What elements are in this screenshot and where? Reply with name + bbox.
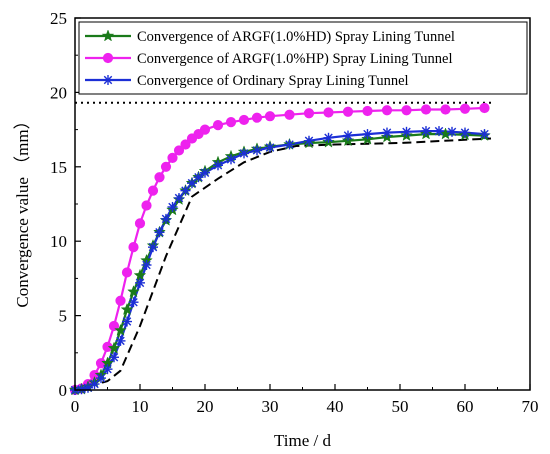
data-point-asterisk: [252, 145, 262, 156]
x-tick-label: 10: [132, 397, 149, 416]
data-point-asterisk: [141, 260, 152, 271]
data-point-asterisk: [122, 316, 132, 327]
data-point-circle: [381, 105, 393, 116]
data-point-asterisk: [460, 127, 470, 138]
data-point-circle: [225, 117, 237, 128]
data-point-circle: [121, 267, 133, 278]
data-point-asterisk: [304, 135, 314, 146]
data-point-asterisk: [167, 201, 178, 212]
data-point-asterisk: [447, 126, 457, 137]
legend-label: Convergence of Ordinary Spray Lining Tun…: [137, 73, 409, 89]
data-point-circle: [115, 295, 126, 306]
x-tick-label: 30: [262, 397, 279, 416]
data-point-circle: [128, 242, 139, 253]
series-line: [74, 133, 485, 392]
y-tick-label: 15: [50, 158, 67, 177]
y-tick-label: 20: [50, 83, 67, 102]
data-point-asterisk: [102, 364, 113, 375]
data-point-star: [114, 323, 127, 336]
axes: 0 10 20 30 40 50 60 70 0 5 10 15 20 25: [50, 9, 539, 416]
data-point-asterisk: [200, 167, 210, 178]
x-tick-label: 20: [197, 397, 214, 416]
data-point-circle: [440, 104, 451, 115]
x-tick-label: 60: [457, 397, 474, 416]
data-point-asterisk: [479, 129, 490, 140]
data-point-circle: [251, 112, 263, 123]
data-point-circle: [134, 218, 146, 229]
data-point-asterisk: [284, 139, 295, 150]
data-point-circle: [167, 152, 178, 163]
data-point-circle: [284, 109, 295, 120]
data-point-asterisk: [148, 242, 158, 253]
data-point-asterisk: [109, 352, 119, 363]
data-point-circle: [147, 185, 159, 196]
data-point-star: [120, 302, 134, 316]
data-point-circle: [160, 161, 172, 172]
data-point-asterisk: [128, 297, 139, 308]
data-point-circle: [362, 105, 373, 117]
legend-label: Convergence of ARGF(1.0%HP) Spray Lining…: [137, 51, 453, 67]
data-point-asterisk: [154, 227, 165, 238]
x-tick-label: 70: [522, 397, 539, 416]
legend-box: [78, 21, 528, 95]
y-tick-label: 0: [59, 381, 68, 400]
data-point-asterisk: [382, 127, 392, 138]
data-point-asterisk: [174, 193, 184, 204]
data-point-asterisk: [265, 142, 275, 153]
data-point-circle: [479, 102, 490, 114]
data-point-asterisk: [135, 277, 145, 288]
y-tick-label: 5: [59, 307, 68, 326]
reference-line-dashed: [74, 137, 492, 391]
y-axis-title: Convergence value （mm）: [13, 112, 32, 307]
series-markers: [68, 102, 491, 396]
data-point-asterisk: [343, 130, 353, 141]
data-point-asterisk: [434, 126, 444, 137]
data-point-asterisk: [161, 213, 171, 224]
data-point-asterisk: [421, 126, 431, 137]
series-line: [74, 130, 485, 392]
data-point-asterisk: [193, 172, 204, 183]
data-point-circle: [173, 145, 185, 156]
data-point-asterisk: [226, 154, 236, 165]
data-point-star: [107, 341, 121, 354]
data-point-asterisk: [115, 335, 126, 346]
y-tick-label: 25: [50, 9, 67, 28]
x-tick-label: 0: [71, 397, 80, 416]
data-point-circle: [420, 104, 432, 115]
data-point-circle: [212, 120, 224, 131]
legend: Convergence of ARGF(1.0%HD) Spray Lining…: [78, 21, 528, 95]
data-point-circle: [141, 200, 152, 211]
data-point-asterisk: [187, 178, 197, 189]
data-point-asterisk: [362, 129, 373, 140]
data-point-circle: [401, 105, 412, 116]
data-point-asterisk: [239, 148, 249, 159]
data-point-circle: [342, 106, 354, 117]
data-point-circle: [303, 108, 315, 119]
data-point-circle: [323, 107, 334, 118]
data-point-asterisk: [323, 132, 334, 143]
data-point-circle: [180, 139, 191, 150]
data-point-circle: [154, 172, 165, 183]
data-point-circle: [459, 103, 471, 114]
data-point-circle: [199, 124, 211, 135]
legend-swatch-marker: [103, 75, 113, 85]
data-point-star: [127, 285, 140, 298]
x-axis-title: Time / d: [274, 431, 332, 450]
data-point-asterisk: [180, 185, 191, 196]
x-tick-label: 40: [327, 397, 344, 416]
legend-swatch-marker: [102, 52, 114, 64]
data-point-asterisk: [213, 160, 223, 171]
data-point-asterisk: [401, 126, 412, 137]
legend-swatch-marker: [101, 29, 115, 42]
legend-label: Convergence of ARGF(1.0%HD) Spray Lining…: [137, 29, 455, 45]
data-point-asterisk: [96, 373, 106, 384]
x-tick-label: 50: [392, 397, 409, 416]
y-tick-label: 10: [50, 232, 67, 251]
data-point-circle: [238, 114, 250, 126]
data-point-circle: [264, 111, 276, 122]
